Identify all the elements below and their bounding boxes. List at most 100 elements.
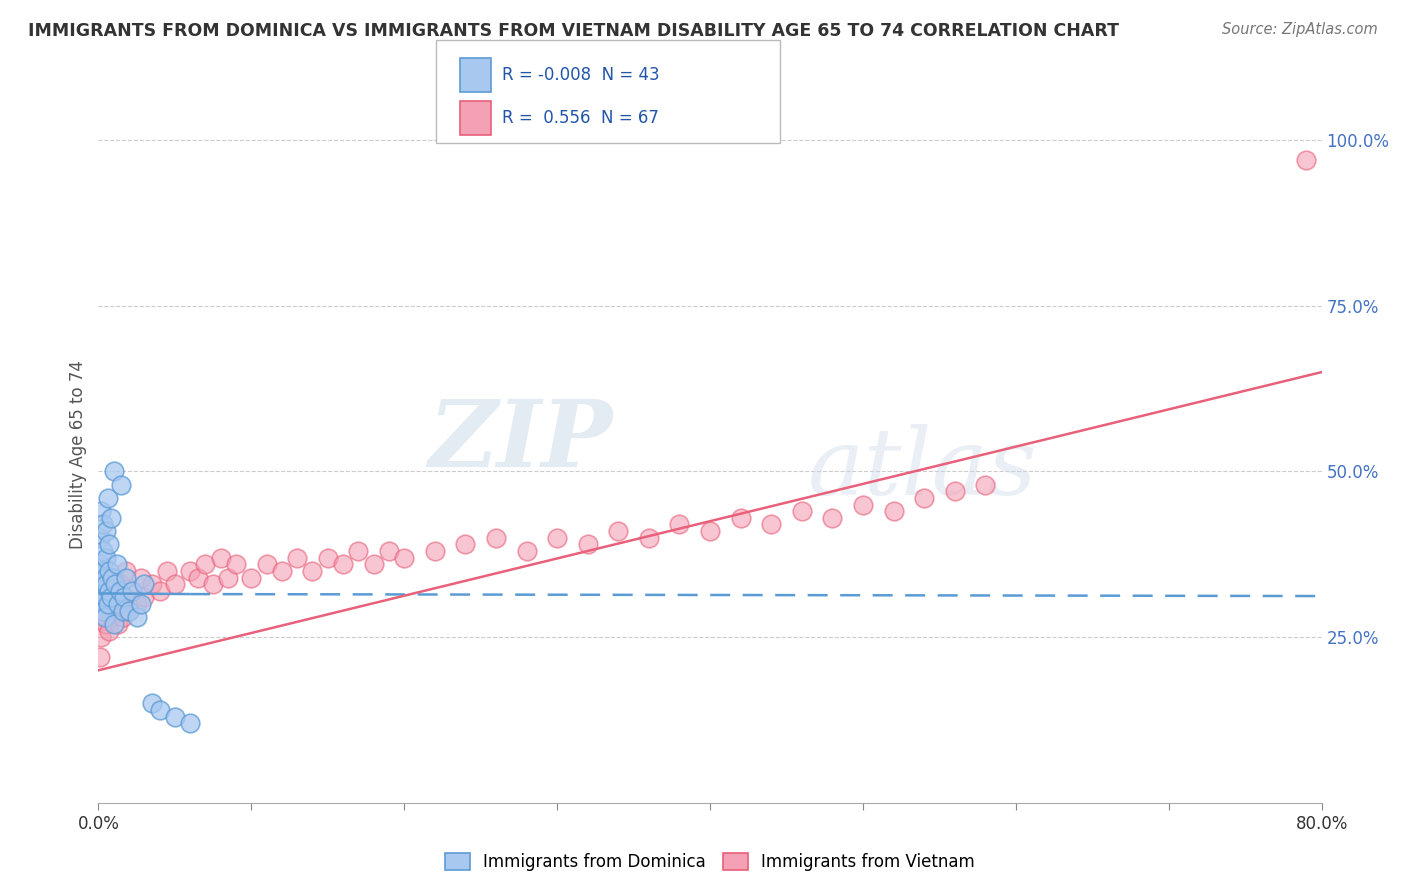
Point: [129, 597, 152, 611]
Point: [121, 583, 143, 598]
Point: [516, 544, 538, 558]
Point: [790, 504, 813, 518]
Point: [115, 564, 138, 578]
Point: [156, 564, 179, 578]
Text: Source: ZipAtlas.com: Source: ZipAtlas.com: [1222, 22, 1378, 37]
Point: [141, 577, 163, 591]
Point: [163, 709, 186, 723]
Point: [90, 583, 112, 598]
Point: [93, 610, 115, 624]
Point: [759, 517, 782, 532]
Point: [149, 583, 172, 598]
Point: [91, 604, 114, 618]
Point: [97, 604, 120, 618]
Point: [94, 616, 117, 631]
Point: [98, 564, 121, 578]
Point: [240, 570, 263, 584]
Point: [821, 511, 844, 525]
Point: [100, 597, 122, 611]
Point: [607, 524, 630, 538]
Point: [103, 465, 125, 479]
Point: [363, 558, 385, 572]
Point: [392, 550, 416, 565]
Point: [90, 504, 112, 518]
Point: [91, 517, 114, 532]
Point: [546, 531, 568, 545]
Point: [100, 511, 122, 525]
Point: [912, 491, 935, 505]
Point: [90, 630, 112, 644]
Point: [98, 537, 121, 551]
Point: [485, 531, 508, 545]
Point: [179, 716, 201, 731]
Point: [107, 616, 129, 631]
Text: ZIP: ZIP: [427, 396, 612, 486]
Point: [730, 511, 752, 525]
Point: [202, 577, 225, 591]
Point: [89, 531, 111, 545]
Point: [699, 524, 721, 538]
Point: [89, 597, 111, 611]
Point: [103, 616, 125, 631]
Point: [103, 570, 125, 584]
Point: [97, 491, 120, 505]
Point: [93, 570, 115, 584]
Point: [101, 570, 124, 584]
Point: [423, 544, 446, 558]
Point: [115, 570, 138, 584]
Point: [98, 624, 121, 638]
Point: [134, 591, 156, 605]
Point: [112, 591, 135, 605]
Point: [89, 558, 111, 572]
Point: [91, 564, 114, 578]
Text: atlas: atlas: [808, 424, 1038, 514]
Point: [179, 564, 201, 578]
Point: [94, 524, 117, 538]
Point: [108, 597, 131, 611]
Point: [347, 544, 370, 558]
Point: [217, 570, 239, 584]
Point: [93, 597, 115, 611]
Point: [141, 697, 163, 711]
Point: [110, 477, 132, 491]
Point: [332, 558, 354, 572]
Point: [104, 604, 127, 618]
Point: [103, 591, 125, 605]
Point: [454, 537, 477, 551]
Point: [270, 564, 292, 578]
Point: [225, 558, 247, 572]
Point: [100, 591, 122, 605]
Point: [97, 597, 120, 611]
Point: [378, 544, 401, 558]
Point: [209, 550, 232, 565]
Point: [98, 583, 121, 598]
Point: [149, 703, 172, 717]
Point: [974, 477, 997, 491]
Point: [883, 504, 905, 518]
Point: [637, 531, 661, 545]
Point: [111, 610, 134, 624]
Point: [101, 610, 124, 624]
Point: [105, 558, 128, 572]
Point: [89, 577, 111, 591]
Point: [285, 550, 308, 565]
Point: [194, 558, 217, 572]
Point: [301, 564, 323, 578]
Point: [118, 604, 141, 618]
Point: [256, 558, 278, 572]
Point: [111, 604, 134, 618]
Point: [121, 583, 143, 598]
Text: R = -0.008  N = 43: R = -0.008 N = 43: [502, 66, 659, 84]
Point: [91, 544, 114, 558]
Point: [129, 570, 152, 584]
Point: [852, 498, 875, 512]
Point: [110, 577, 132, 591]
Point: [93, 591, 115, 605]
Point: [125, 597, 148, 611]
Point: [94, 550, 117, 565]
Point: [89, 650, 111, 665]
Point: [104, 577, 127, 591]
Point: [316, 550, 339, 565]
Point: [94, 577, 117, 591]
Point: [134, 577, 156, 591]
